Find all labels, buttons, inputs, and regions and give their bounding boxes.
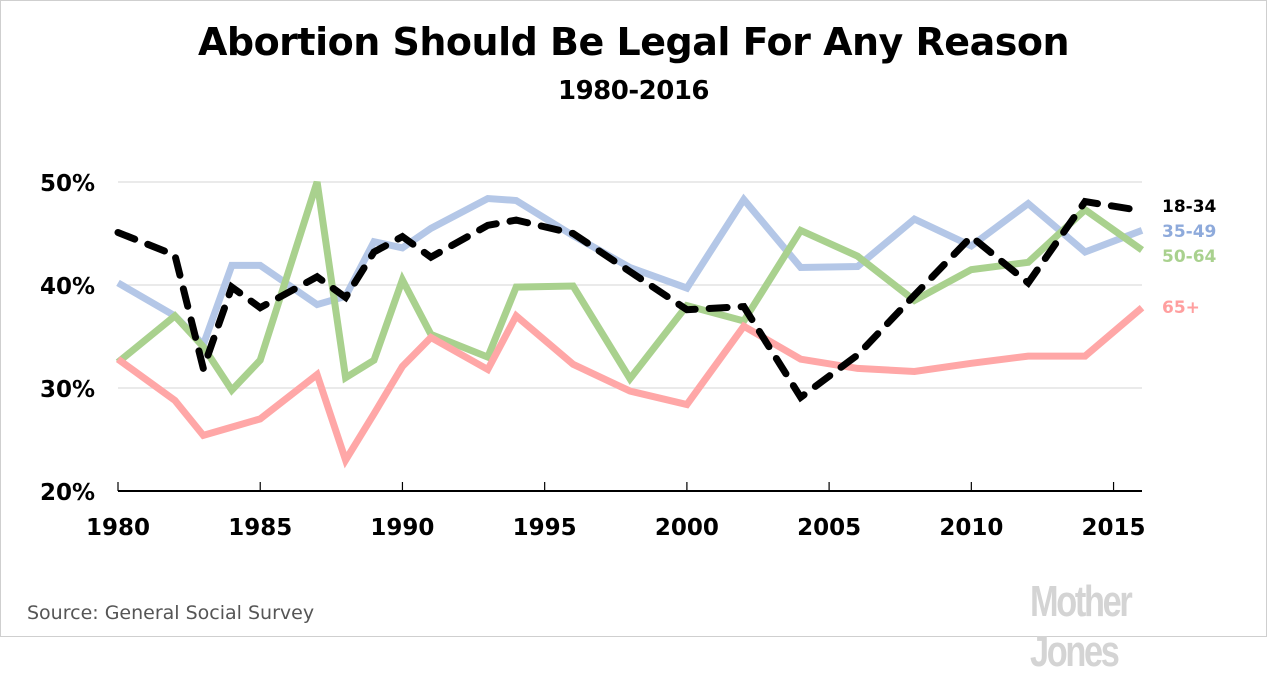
y-tick-label: 20% bbox=[40, 480, 95, 506]
chart-subtitle: 1980-2016 bbox=[557, 76, 710, 106]
series-line-35-49 bbox=[116, 193, 1144, 352]
mother-jones-logo: Mother Jones bbox=[1030, 577, 1133, 676]
series-line-65plus bbox=[115, 305, 1145, 469]
series-line-50-64 bbox=[115, 180, 1145, 396]
x-tick-label: 2010 bbox=[939, 515, 1003, 541]
x-axis bbox=[117, 482, 1142, 492]
legend-label-50-64: 50-64 bbox=[1162, 247, 1217, 267]
legend-label-65plus: 65+ bbox=[1162, 298, 1200, 318]
series-lines bbox=[114, 180, 1146, 469]
x-axis-tick-labels: 1980 1985 1990 1995 2000 2005 2010 2015 bbox=[86, 515, 1146, 541]
x-tick-label: 1995 bbox=[513, 515, 577, 541]
x-tick-label: 1990 bbox=[370, 515, 434, 541]
x-tick-label: 1985 bbox=[228, 515, 292, 541]
line-chart: 20% 30% 40% 50% 1980 1985 1990 1995 2000 2005 201… bbox=[40, 171, 1217, 541]
legend-label-18-34: 18-34 bbox=[1162, 197, 1217, 217]
x-tick-label: 1980 bbox=[86, 515, 150, 541]
legend-label-35-49: 35-49 bbox=[1162, 222, 1216, 242]
series-line-18-34 bbox=[114, 197, 1146, 403]
y-tick-label: 50% bbox=[40, 171, 95, 197]
x-tick-label: 2015 bbox=[1082, 515, 1146, 541]
gridlines bbox=[118, 181, 1142, 389]
y-tick-label: 30% bbox=[40, 377, 95, 403]
legend: 18-34 35-49 50-64 65+ bbox=[1162, 197, 1217, 318]
y-tick-label: 40% bbox=[40, 274, 95, 300]
y-axis-ticks: 20% 30% 40% 50% bbox=[40, 171, 95, 506]
source-note: Source: General Social Survey bbox=[27, 602, 315, 624]
x-tick-label: 2005 bbox=[797, 515, 861, 541]
chart-title: Abortion Should Be Legal For Any Reason bbox=[197, 20, 1070, 64]
x-tick-label: 2000 bbox=[655, 515, 719, 541]
